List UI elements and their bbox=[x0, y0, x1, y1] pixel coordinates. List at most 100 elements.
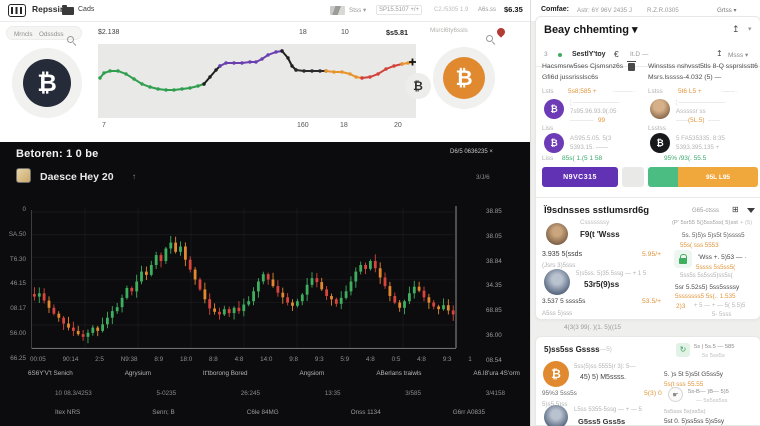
buy-button-purple[interactable]: N9VC315 bbox=[542, 167, 618, 187]
app-logo-icon[interactable] bbox=[8, 4, 26, 17]
y-tick-label: 08.54 bbox=[486, 356, 502, 364]
buy-card-title[interactable]: Beay chhemting ▾ bbox=[544, 24, 638, 36]
footer-row-3: Itex NRS Senn; B C6le 84MG Onss 1134 G6rr A0… bbox=[55, 409, 485, 416]
x-tick-label: 9:3 bbox=[442, 356, 452, 363]
bitcoin-icon: ₿ bbox=[656, 138, 664, 149]
rb-overline: 5ss5s 5s5ss5)ss5s( bbox=[680, 273, 733, 279]
btc-order-badge[interactable]: ₿ bbox=[543, 361, 569, 387]
lock-icon bbox=[679, 253, 687, 264]
avatar-user-photo-2[interactable] bbox=[546, 223, 568, 245]
bitcoin-icon-small: ₿ bbox=[413, 79, 423, 93]
sell-button-green-segment[interactable] bbox=[648, 167, 678, 187]
y-tick-label: S6.00 bbox=[9, 330, 26, 338]
sell-button-split[interactable]: 95L L95 bbox=[648, 167, 758, 187]
y-tick-label: 08.17 bbox=[10, 305, 26, 313]
asset-name[interactable]: Daesce Hey 20 bbox=[40, 171, 114, 183]
activity-section-title: Ï9sdnsses sstlumsrd6g bbox=[544, 205, 650, 216]
y-axis-left-labels: 0 SA.50 T6.30 46.15 08.17 S6.00 66.25 bbox=[0, 206, 26, 362]
rt-head-tail: + (5) bbox=[740, 220, 753, 226]
item2-overline: 5)s5ss. 5)35 5ssg — + 1 5 bbox=[576, 271, 647, 277]
avatar-coin-black[interactable]: ₿ bbox=[650, 133, 670, 153]
item1-name[interactable]: F9(t 'Wsss bbox=[580, 230, 620, 239]
hand-sub: — 5s5ss5ss bbox=[696, 398, 728, 404]
filter-funnel-icon[interactable] bbox=[747, 208, 755, 213]
row1r-dash: ¦ ———————— bbox=[676, 99, 725, 106]
nav-link-1[interactable]: Mrncls bbox=[14, 30, 33, 38]
item1-overline: Csssssssy bbox=[580, 219, 610, 226]
share-icon[interactable]: ↥ bbox=[732, 24, 740, 34]
nav-pill: Mrncls Odssdss bbox=[6, 26, 82, 43]
spark-bottom-tick-3: 18 bbox=[340, 122, 348, 129]
avatar-user-photo-3[interactable] bbox=[544, 269, 570, 295]
rb-badge: 2)3 bbox=[676, 303, 686, 310]
rb-value: 5sssssss5 5s(.. 1.535 bbox=[675, 293, 736, 300]
orders-dropdown[interactable]: Grtss ▾ bbox=[717, 6, 737, 14]
sell-button-orange-segment[interactable]: 95L L95 bbox=[678, 167, 758, 187]
avatar-coin-purple-2[interactable]: ₿ bbox=[544, 133, 564, 153]
ric-line-1: 5s | 5s.5 — 585 bbox=[694, 344, 735, 350]
account-code: R.Z.R.0305 bbox=[647, 6, 679, 14]
buy-button-secondary[interactable] bbox=[622, 167, 644, 187]
row2r-tail: 5393.395.135 + bbox=[676, 144, 720, 151]
order-card-title: 5)ss5ss Gssss bbox=[544, 345, 600, 354]
x-tick-label: 18:0 bbox=[179, 356, 193, 363]
x-tick-label: 9:3 bbox=[314, 356, 324, 363]
y-tick-label: 68.85 bbox=[486, 307, 502, 315]
offer-right-label: Lstss bbox=[648, 88, 663, 95]
spark-price-right: $s5.81 bbox=[386, 28, 408, 37]
grid-view-icon[interactable]: ⊞ bbox=[732, 205, 739, 214]
item2-name[interactable]: 53r5(9)ss bbox=[584, 280, 620, 289]
search-icon-right[interactable] bbox=[486, 35, 493, 42]
panel-corner-label[interactable]: D6/5 0636235 × bbox=[450, 149, 493, 155]
search-input[interactable] bbox=[430, 27, 482, 34]
toolbar-pair-name[interactable]: SestlY'toy bbox=[572, 51, 606, 58]
upload-icon[interactable]: ↥ bbox=[716, 49, 723, 58]
btc-orange-circle: ₿ bbox=[443, 57, 485, 99]
hand-line: 5s-B— )B— 5)5 bbox=[688, 389, 729, 395]
right-panel: Comfae: Astr: 6Y 96V 2435 J R.Z.R.0305 G… bbox=[530, 0, 760, 426]
chevron-down-icon[interactable]: ▾ bbox=[748, 26, 752, 33]
av-name[interactable]: G5ss5 Gss5s bbox=[578, 417, 626, 426]
euro-icon[interactable]: € bbox=[614, 49, 619, 59]
asset-thumb-icon[interactable] bbox=[16, 168, 31, 183]
toolbar-more-dropdown[interactable]: Msss ▾ bbox=[728, 52, 749, 59]
rt-line: 5s. 5)5)s 5)s5t 5)ssss5 bbox=[682, 232, 745, 239]
refresh-icon[interactable]: ↻ bbox=[676, 343, 690, 357]
ticker-stat-3: A6s.ss bbox=[478, 7, 497, 13]
avatar-user-photo-4[interactable] bbox=[544, 405, 568, 426]
avatar-user-photo-1[interactable] bbox=[650, 99, 670, 119]
footer-value: 10 08.3/4253 bbox=[55, 390, 92, 397]
panel-title: Betoren: 1 0 be bbox=[16, 148, 99, 160]
row2-sub: AS95.5.05. 5(3 bbox=[570, 135, 612, 142]
row1r-sub: Asssssr ss bbox=[676, 108, 706, 115]
market-thumb-icon[interactable] bbox=[330, 6, 345, 15]
toolbar-range[interactable]: It.D — bbox=[630, 51, 649, 58]
section-divider bbox=[536, 197, 760, 198]
offer-left-title-1: Hacsmsrw5ses Cjsmsnz6s bbox=[542, 63, 624, 70]
folder-icon[interactable] bbox=[62, 5, 74, 15]
market-dropdown[interactable]: Stss ▾ bbox=[349, 7, 367, 14]
x-tick-label: 0:5 bbox=[391, 356, 401, 363]
x-tick-label: 2:5 bbox=[95, 356, 104, 363]
x-tick-label: 4:8 bbox=[365, 356, 375, 363]
search-icon[interactable] bbox=[67, 36, 74, 43]
trend-arrow-icon: ↑ bbox=[132, 172, 136, 181]
offer-left-label: Lsts bbox=[542, 88, 554, 95]
row2r-sub: 5 FA535335. 8:35 bbox=[676, 135, 725, 142]
folder-label[interactable]: Cads bbox=[78, 6, 95, 13]
ticker-stat-1: SP15.5107 +/+ bbox=[376, 5, 423, 15]
rb-side: + 5 — + — 5( 5.5)5 bbox=[694, 303, 746, 309]
order-r2-overline: 5s5sss 5s(ss5s) bbox=[664, 409, 706, 415]
avatar-coin-purple-1[interactable]: ₿ bbox=[544, 99, 564, 119]
activity-filter-label[interactable]: G65-ctsss bbox=[692, 208, 720, 214]
btc-medallion-dark: ₿ bbox=[12, 48, 82, 118]
bitcoin-icon: ₿ bbox=[551, 367, 561, 381]
row1-dash: ¦ ———————— bbox=[570, 99, 619, 106]
pin-icon[interactable] bbox=[495, 26, 507, 38]
btc-overline: 5ss(5)ss 5555(r 3): 5— bbox=[574, 364, 636, 370]
order-l2: 5)s5 5)ss bbox=[542, 401, 568, 408]
trash-icon[interactable] bbox=[627, 60, 636, 71]
rb-line: 5sr 5.52s5) 5ss5ssssy bbox=[675, 284, 740, 291]
btc-dark-circle: ₿ bbox=[23, 59, 71, 107]
nav-link-2[interactable]: Odssdss bbox=[39, 30, 64, 38]
